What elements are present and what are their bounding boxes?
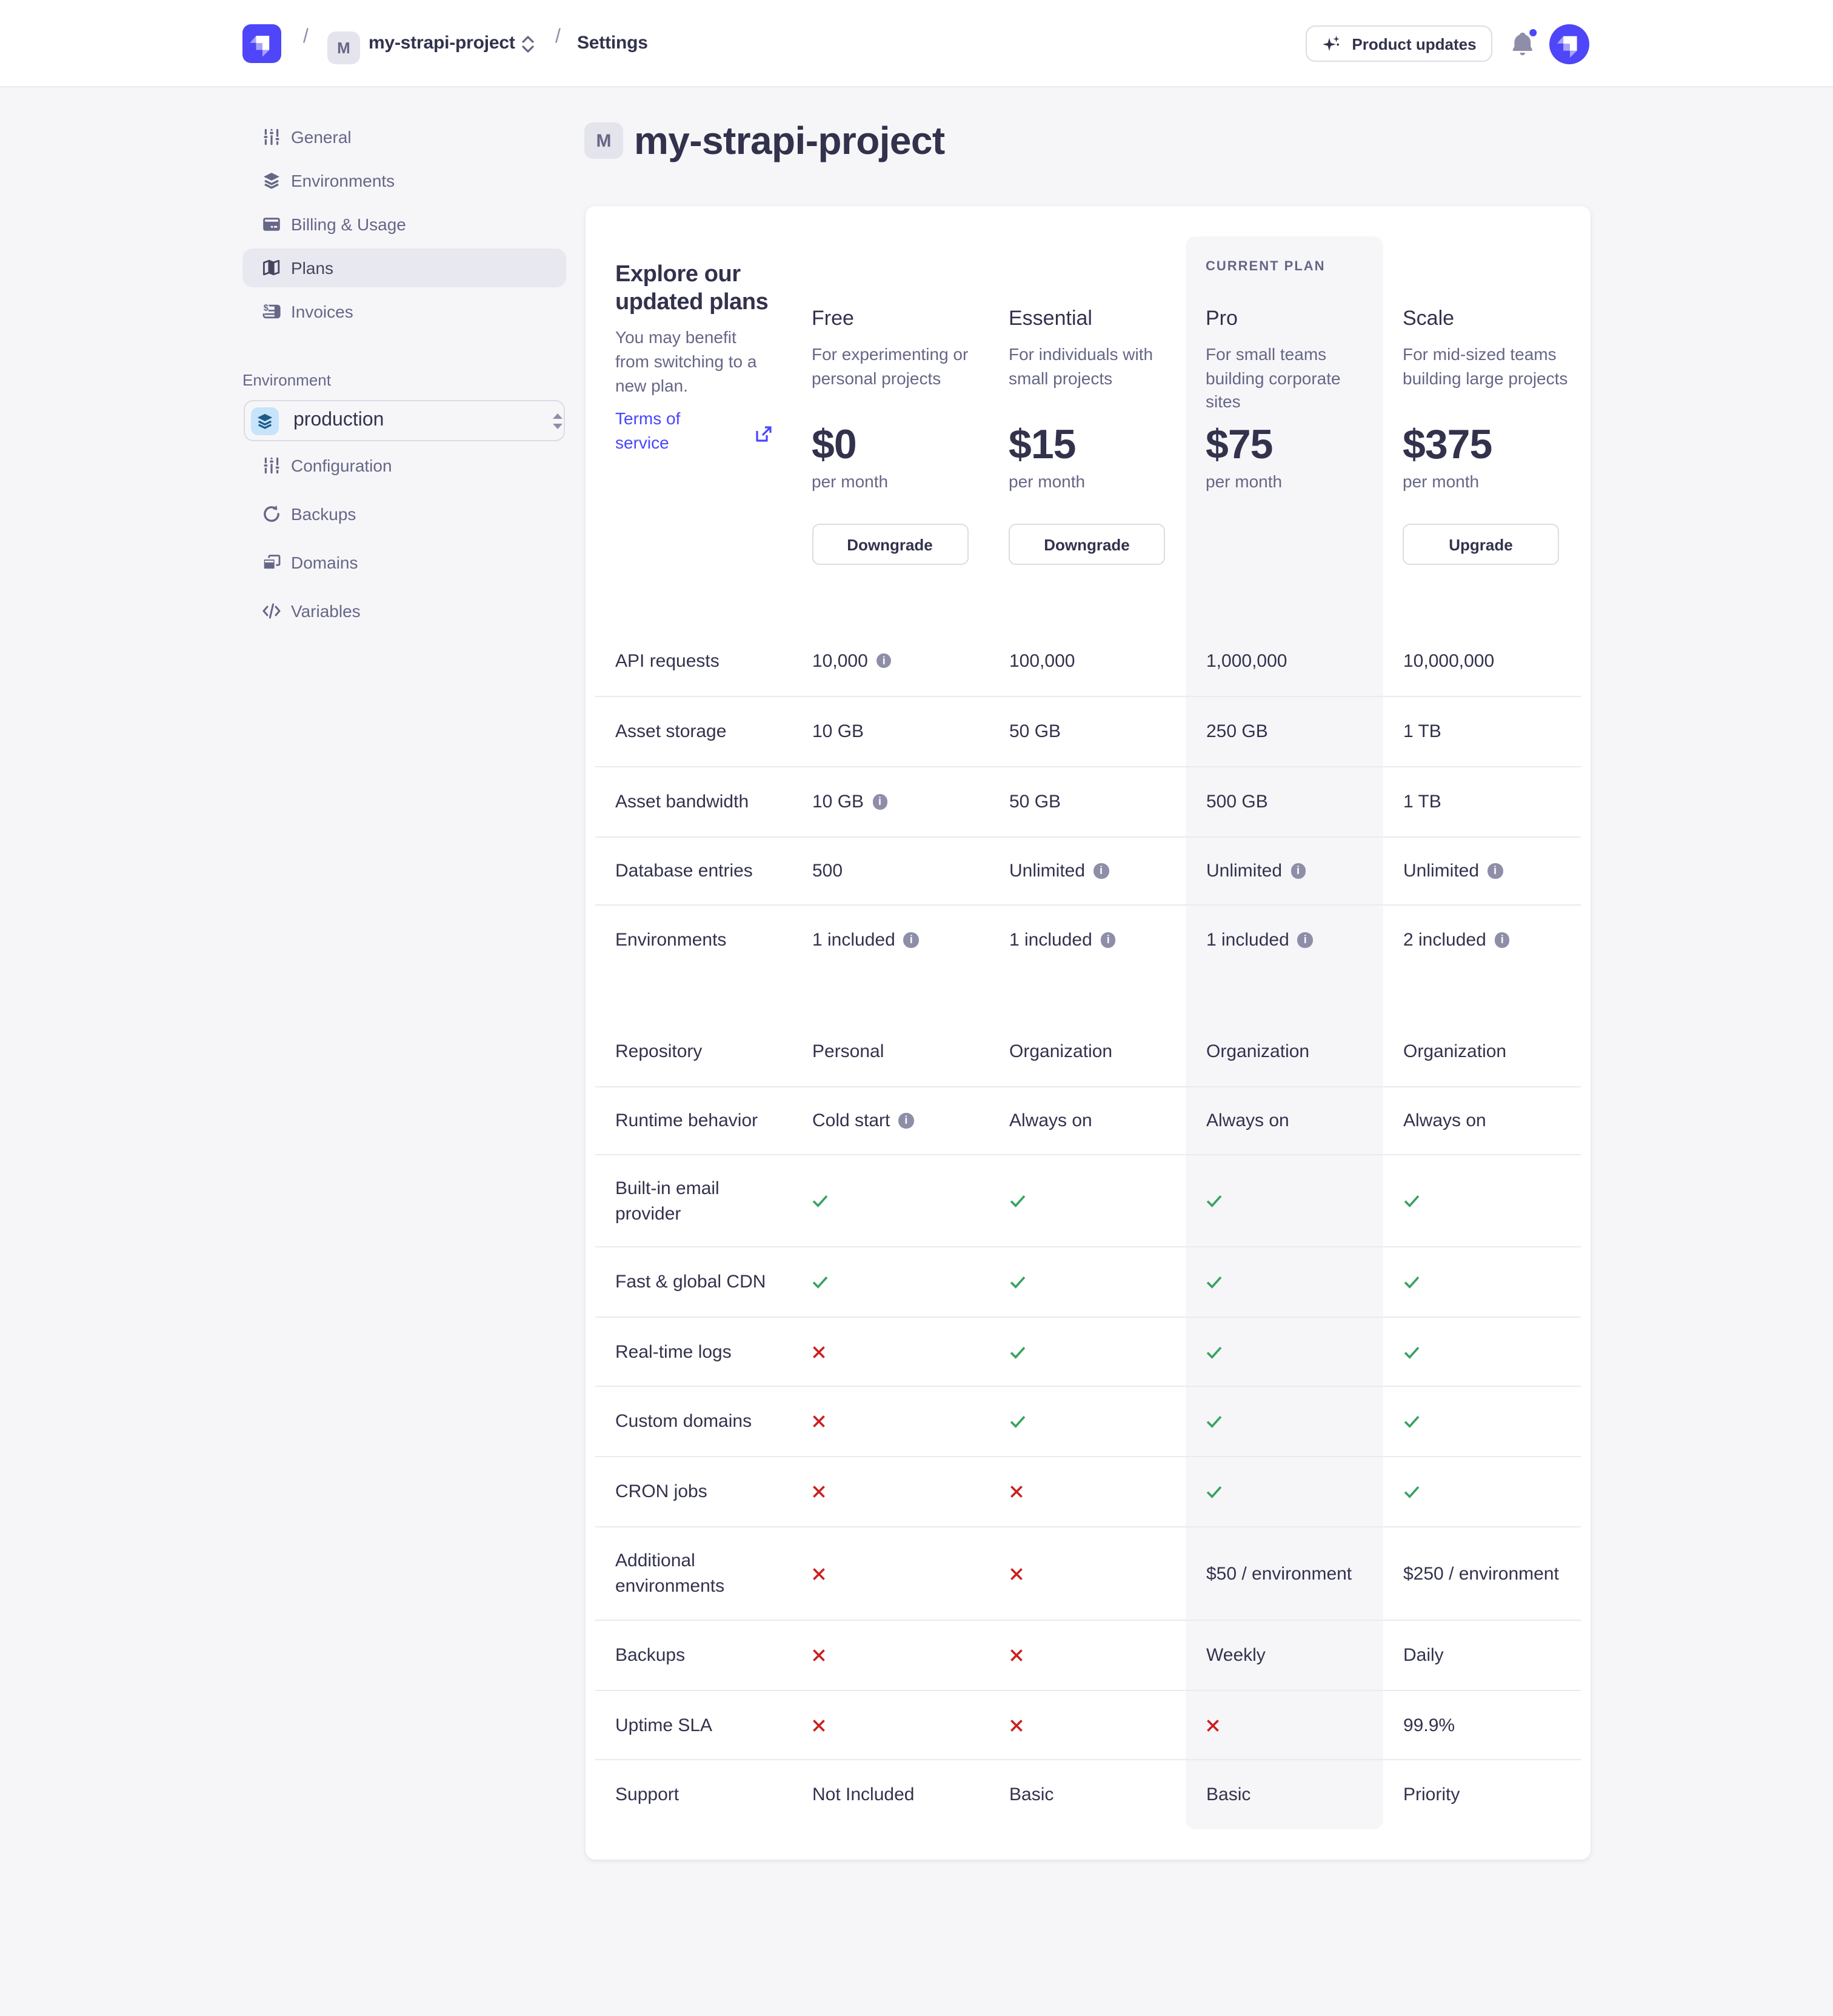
svg-text:$: $ — [264, 303, 269, 313]
